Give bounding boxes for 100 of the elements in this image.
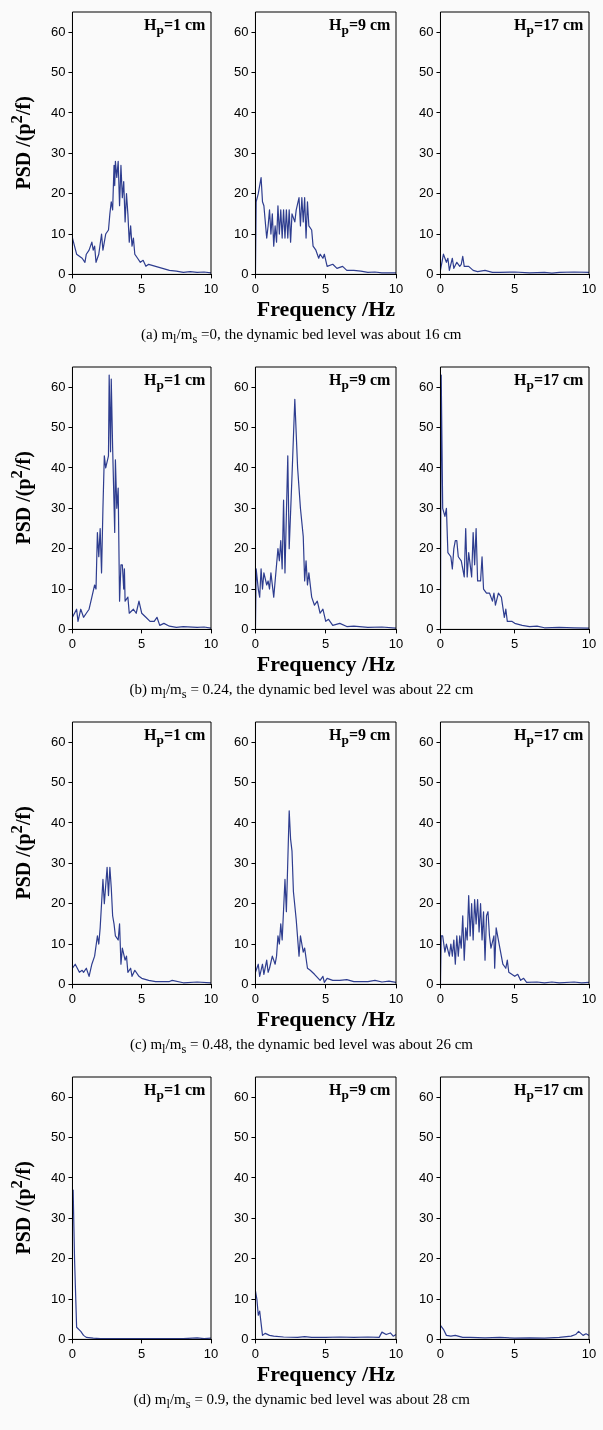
x-tick-label: 5 (138, 280, 146, 296)
y-tick-label: 30 (233, 499, 249, 515)
chart-title: H$_{p}$=9 cm (329, 16, 391, 39)
y-tick-label: 20 (50, 895, 66, 911)
y-tick-label: 0 (58, 265, 66, 281)
x-tick-label: 10 (388, 280, 404, 296)
y-tick-label: 60 (233, 733, 249, 749)
y-tick-label: 0 (241, 620, 249, 636)
y-tick-label: 60 (418, 23, 434, 39)
y-tick-label: 0 (58, 620, 66, 636)
x-tick-label: 0 (251, 635, 260, 651)
y-tick-label: 10 (418, 225, 434, 241)
y-tick-label: 60 (233, 378, 249, 394)
y-tick-label: 30 (233, 1209, 249, 1225)
chart-title: H$_{p}$=9 cm (329, 371, 391, 394)
x-tick-label: 0 (436, 990, 445, 1006)
x-tick-label: 5 (511, 280, 519, 296)
x-axis-title: Frequency /Hz (256, 296, 396, 322)
y-tick-label: 60 (418, 378, 434, 394)
x-tick-label: 10 (581, 280, 597, 296)
x-tick-label: 10 (581, 1345, 597, 1361)
y-tick-label: 50 (50, 1129, 66, 1145)
y-tick-label: 0 (58, 975, 66, 991)
y-tick-label: 0 (426, 620, 434, 636)
y-tick-label: 60 (50, 23, 66, 39)
x-axis-title: Frequency /Hz (256, 651, 396, 677)
x-tick-label: 5 (138, 990, 146, 1006)
y-tick-label: 10 (50, 225, 66, 241)
y-tick-label: 0 (426, 1330, 434, 1346)
y-tick-label: 20 (233, 540, 249, 556)
y-tick-label: 0 (241, 265, 249, 281)
y-tick-label: 10 (233, 225, 249, 241)
y-tick-label: 40 (50, 459, 66, 475)
chart-title: H$_{p}$=17 cm (514, 16, 584, 39)
x-tick-label: 10 (581, 990, 597, 1006)
y-tick-label: 30 (418, 854, 434, 870)
y-tick-label: 50 (50, 774, 66, 790)
y-tick-label: 10 (418, 580, 434, 596)
y-tick-label: 10 (418, 935, 434, 951)
y-tick-label: 40 (418, 459, 434, 475)
x-tick-label: 5 (511, 635, 519, 651)
y-tick-label: 20 (418, 185, 434, 201)
y-tick-label: 0 (241, 1330, 249, 1346)
x-tick-label: 0 (68, 1345, 77, 1361)
text: (c) m$_{l}$/m$_{s}$ = 0.48, the dynamic bed level was about 26 cm (130, 1036, 474, 1057)
chart-title: H$_{p}$=9 cm (329, 1081, 391, 1104)
x-tick-label: 10 (203, 635, 219, 651)
x-tick-label: 0 (251, 280, 260, 296)
y-tick-label: 50 (418, 1129, 434, 1145)
y-tick-label: 60 (50, 1088, 66, 1104)
y-tick-label: 10 (233, 1290, 249, 1306)
y-tick-label: 60 (418, 1088, 434, 1104)
x-tick-label: 0 (436, 280, 445, 296)
x-tick-label: 10 (203, 990, 219, 1006)
y-tick-label: 20 (233, 1250, 249, 1266)
text: (a) m$_{l}$/m$_{s}$ =0, the dynamic bed level was about 16 cm (141, 326, 462, 347)
x-tick-label: 5 (511, 990, 519, 1006)
x-tick-label: 5 (322, 635, 330, 651)
y-tick-label: 20 (418, 540, 434, 556)
x-tick-label: 0 (436, 1345, 445, 1361)
x-tick-label: 0 (68, 280, 77, 296)
y-tick-label: 30 (233, 854, 249, 870)
y-tick-label: 40 (50, 1169, 66, 1185)
y-tick-label: 40 (50, 814, 66, 830)
y-tick-label: 50 (233, 774, 249, 790)
x-tick-label: 5 (322, 280, 330, 296)
y-tick-label: 20 (50, 1250, 66, 1266)
chart-title: H$_{p}$=1 cm (144, 16, 206, 39)
x-tick-label: 5 (322, 1345, 330, 1361)
y-tick-label: 30 (50, 144, 66, 160)
x-tick-label: 10 (388, 1345, 404, 1361)
y-tick-label: 30 (233, 144, 249, 160)
y-tick-label: 30 (50, 499, 66, 515)
y-tick-label: 40 (50, 104, 66, 120)
y-tick-label: 30 (418, 1209, 434, 1225)
chart-title: H$_{p}$=17 cm (514, 1081, 584, 1104)
y-tick-label: 20 (418, 1250, 434, 1266)
y-tick-label: 10 (233, 580, 249, 596)
y-tick-label: 10 (233, 935, 249, 951)
y-tick-label: 40 (233, 814, 249, 830)
chart-title: H$_{p}$=1 cm (144, 1081, 206, 1104)
x-axis-title: Frequency /Hz (256, 1361, 396, 1387)
x-axis-title: Frequency /Hz (256, 1006, 396, 1032)
y-tick-label: 30 (418, 144, 434, 160)
x-tick-label: 5 (138, 1345, 146, 1361)
y-tick-label: 40 (233, 104, 249, 120)
x-tick-label: 10 (581, 635, 597, 651)
y-tick-label: 40 (233, 1169, 249, 1185)
y-tick-label: 30 (50, 1209, 66, 1225)
y-tick-label: 30 (418, 499, 434, 515)
x-tick-label: 10 (388, 990, 404, 1006)
y-tick-label: 40 (418, 104, 434, 120)
chart-title: H$_{p}$=1 cm (144, 371, 206, 394)
y-tick-label: 10 (418, 1290, 434, 1306)
y-tick-label: 20 (50, 185, 66, 201)
x-tick-label: 5 (322, 990, 330, 1006)
y-tick-label: 10 (50, 935, 66, 951)
y-tick-label: 20 (50, 540, 66, 556)
text: (b) m$_{l}$/m$_{s}$ = 0.24, the dynamic bed level was about 22 cm (129, 681, 474, 702)
chart-title: H$_{p}$=1 cm (144, 726, 206, 749)
